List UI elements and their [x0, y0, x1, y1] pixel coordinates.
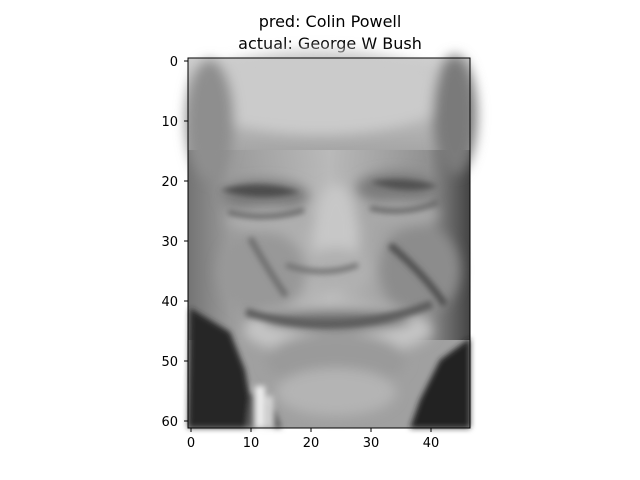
x-tick-20: 20 [303, 428, 320, 451]
x-tick-label-20: 20 [303, 436, 320, 451]
y-tick-60: 60 [161, 415, 188, 430]
x-tick-40: 40 [423, 428, 440, 451]
x-tick-label-30: 30 [363, 436, 380, 451]
y-tick-label-10: 10 [161, 115, 178, 130]
y-tick-label-50: 50 [161, 355, 178, 370]
y-tick-20: 20 [161, 175, 188, 190]
axes-frame [187, 57, 471, 429]
face-image [186, 50, 477, 428]
x-tick-label-10: 10 [243, 436, 260, 451]
y-tick-0: 0 [170, 55, 188, 70]
y-tick-label-60: 60 [161, 415, 178, 430]
y-tick-30: 30 [161, 235, 188, 250]
y-tick-label-0: 0 [170, 55, 178, 70]
title-actual: actual: George W Bush [238, 34, 422, 53]
title-prediction: pred: Colin Powell [258, 12, 402, 31]
x-tick-10: 10 [243, 428, 260, 451]
y-tick-40: 40 [161, 295, 188, 310]
x-tick-30: 30 [363, 428, 380, 451]
x-tick-label-0: 0 [187, 436, 195, 451]
x-tick-0: 0 [187, 428, 195, 451]
y-axis: 0 10 20 30 40 50 [161, 55, 188, 430]
x-tick-label-40: 40 [423, 436, 440, 451]
y-tick-label-20: 20 [161, 175, 178, 190]
y-tick-50: 50 [161, 355, 188, 370]
y-tick-10: 10 [161, 115, 188, 130]
y-tick-label-30: 30 [161, 235, 178, 250]
x-axis: 0 10 20 30 40 [187, 428, 439, 451]
y-tick-label-40: 40 [161, 295, 178, 310]
